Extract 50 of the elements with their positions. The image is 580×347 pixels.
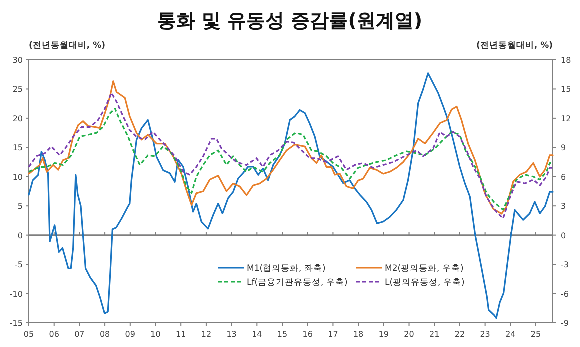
x-tick-label: 05 bbox=[24, 330, 34, 339]
y2-tick-label: 12 bbox=[561, 114, 572, 124]
y-tick-label: -15 bbox=[10, 319, 23, 328]
x-tick-label: 06 bbox=[49, 330, 60, 339]
x-tick-label: 07 bbox=[74, 330, 85, 339]
y-tick-label: 15 bbox=[12, 144, 23, 153]
x-tick-label: 17 bbox=[328, 330, 338, 339]
x-tick-label: 15 bbox=[277, 330, 288, 339]
x-tick-label: 11 bbox=[176, 330, 186, 339]
x-tick-label: 10 bbox=[150, 330, 161, 339]
y-tick-label: -5 bbox=[15, 260, 23, 270]
y2-tick-label: -3 bbox=[561, 260, 569, 270]
x-tick-label: 16 bbox=[302, 330, 313, 339]
x-tick-label: 21 bbox=[430, 330, 440, 339]
line-series bbox=[28, 108, 554, 211]
chart-title: 통화 및 유동성 증감률(원계열) bbox=[157, 10, 423, 32]
y2-tick-label: 3 bbox=[561, 202, 566, 212]
legend-label: Lf(금융기관유동성, 우축) bbox=[247, 278, 348, 288]
x-tick-label: 14 bbox=[252, 330, 262, 339]
y-tick-label: 25 bbox=[12, 85, 23, 94]
x-tick-label: 12 bbox=[201, 330, 212, 339]
x-tick-label: 08 bbox=[100, 330, 110, 339]
y2-tick-label: 6 bbox=[561, 172, 566, 182]
y-tick-label: 30 bbox=[12, 56, 23, 65]
x-tick-label: 24 bbox=[506, 330, 516, 339]
y2-tick-label: 0 bbox=[561, 231, 566, 240]
y-axis-title: (전년동월대비, %) bbox=[29, 41, 106, 51]
legend-label: M1(협의통화, 좌축) bbox=[247, 264, 326, 274]
y-tick-label: 0 bbox=[18, 231, 23, 240]
x-tick-label: 13 bbox=[226, 330, 237, 339]
x-tick-label: 18 bbox=[353, 330, 364, 339]
legend-label: L(광의유동성, 우축) bbox=[385, 278, 465, 288]
y-tick-label: 5 bbox=[18, 202, 23, 212]
x-tick-label: 25 bbox=[530, 330, 542, 339]
x-tick-label: 20 bbox=[404, 330, 414, 339]
x-tick-label: 22 bbox=[454, 330, 466, 339]
x-tick-label: 19 bbox=[378, 330, 390, 339]
x-tick-label: 23 bbox=[480, 330, 490, 339]
y2-tick-label: -9 bbox=[561, 319, 569, 328]
line-series bbox=[28, 72, 554, 320]
y-tick-label: 20 bbox=[12, 114, 23, 124]
y2-tick-label: 15 bbox=[561, 85, 572, 94]
y2-axis-title: (전년동월대비, %) bbox=[476, 41, 554, 51]
x-tick-label: 09 bbox=[125, 330, 136, 339]
y2-tick-label: 18 bbox=[561, 56, 572, 65]
y2-tick-label: 9 bbox=[561, 144, 566, 153]
y-tick-label: -10 bbox=[10, 290, 23, 299]
legend-label: M2(광의통화, 우축) bbox=[385, 264, 464, 274]
y2-tick-label: -6 bbox=[561, 290, 569, 299]
y-tick-label: 10 bbox=[12, 172, 23, 182]
